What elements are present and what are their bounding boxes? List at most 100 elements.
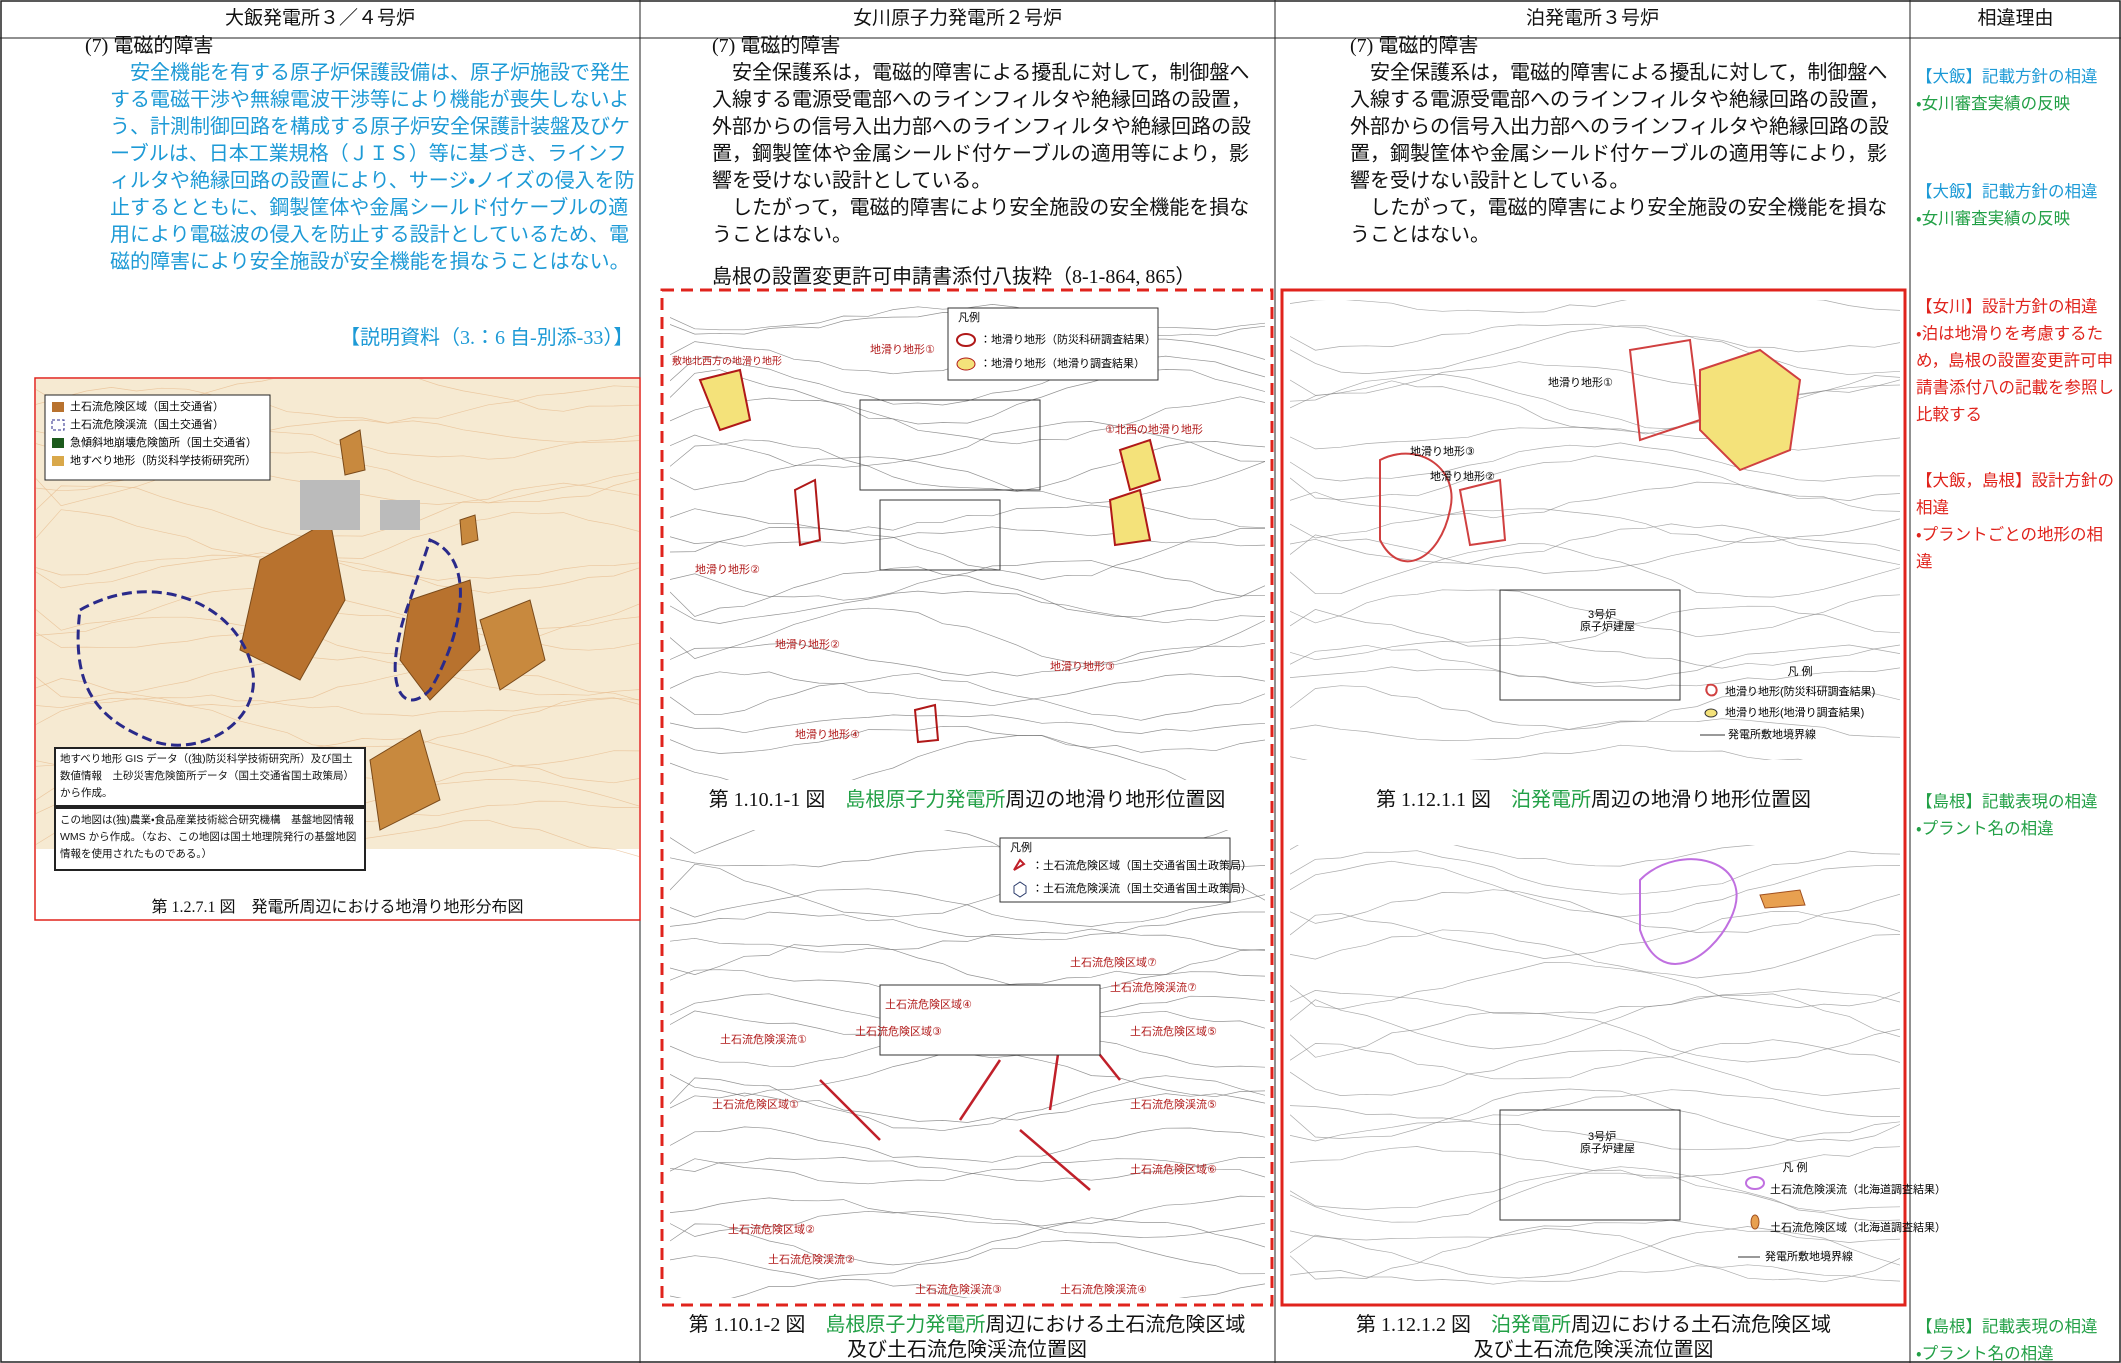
contour xyxy=(670,456,1265,504)
caption-text: 周辺の地滑り地形位置図 xyxy=(1005,789,1226,811)
contour xyxy=(1290,850,1900,895)
building xyxy=(380,500,420,530)
contour xyxy=(36,451,639,507)
legend-swatch xyxy=(956,357,976,371)
reason-note: ・プラント名の相違 xyxy=(1916,819,2054,838)
map-label: 地滑り地形④ xyxy=(795,728,860,741)
landslide-area xyxy=(339,429,366,476)
caption-text: 及び土石流危険渓流位置図 xyxy=(847,1339,1087,1361)
facility xyxy=(879,984,1101,1056)
facility xyxy=(1499,1109,1681,1221)
contour xyxy=(1290,455,1900,501)
contour xyxy=(1290,666,1900,690)
contour xyxy=(1290,325,1900,376)
contour xyxy=(36,668,639,708)
contour xyxy=(1290,323,1900,353)
reason-note: ・プラントごとの地形の相違 xyxy=(1916,525,2103,571)
debris-flow xyxy=(393,538,462,702)
legend-label: 土石流危険渓流（国土交通省） xyxy=(70,417,224,431)
map-note: 地すべり地形 GIS データ（(独)防災科学技術研究所）及び国土数値情報 土砂災… xyxy=(60,753,354,799)
contour xyxy=(1290,543,1900,598)
reference: 【説明資料（3.：6 自-別添-33）】 xyxy=(340,327,634,349)
contour xyxy=(1290,845,1756,867)
contour xyxy=(670,1195,1265,1227)
map-note xyxy=(54,747,366,807)
contour xyxy=(1290,1120,1900,1151)
figure-number: 第 1.12.1.1 図 xyxy=(1376,789,1491,811)
paragraph: 安全保護系は，電磁的障害による擾乱に対して，制御盤へ入線する電源受電部へのライン… xyxy=(1350,62,1889,192)
legend-swatch xyxy=(1013,881,1027,898)
figure-caption: 第 1.12.1.1 図 泊発電所周辺の地滑り地形位置図 xyxy=(1282,788,1905,813)
figure-caption: 第 1.12.1.2 図 泊発電所周辺における土石流危険区域 及び土石流危険渓流位… xyxy=(1282,1313,1905,1363)
reason-tag: 【島根】記載表現の相違 xyxy=(1916,1317,2098,1336)
contour xyxy=(670,1126,1265,1163)
legend-swatch xyxy=(1013,858,1026,871)
plant-name: 島根原子力発電所 xyxy=(845,789,1006,811)
contour xyxy=(670,1240,1265,1280)
legend-label: 土石流危険渓流（北海道調査結果） xyxy=(1770,1182,1946,1196)
contour xyxy=(1290,718,1900,741)
contour xyxy=(670,911,1265,941)
figure-caption: 第 1.2.7.1 図 発電所周辺における地滑り地形分布図 xyxy=(151,899,524,916)
contour xyxy=(1290,300,1900,313)
legend-swatch xyxy=(1745,1176,1765,1190)
reason-tag: 【大飯，島根】設計方針の相違 xyxy=(1916,471,2114,517)
legend-title: 凡例 xyxy=(958,310,980,324)
map-ground xyxy=(670,830,1265,1298)
map-label: ①北西の地滑り地形 xyxy=(1105,423,1203,436)
contour xyxy=(1290,534,1900,574)
contour xyxy=(1290,1146,1900,1179)
source-note: 島根の設置変更許可申請書添付八抜粋（8-1-864, 865） xyxy=(712,266,1196,288)
contour xyxy=(1290,929,1900,979)
landslide xyxy=(1628,338,1702,442)
contour xyxy=(1290,1089,1900,1122)
map-legend xyxy=(947,307,1159,381)
map-label: 土石流危険区域⑥ xyxy=(1130,1163,1217,1176)
section-heading: (7) 電磁的障害 xyxy=(85,35,214,57)
contour xyxy=(1290,605,1900,647)
contour xyxy=(1290,889,1900,933)
contour xyxy=(1290,589,1900,638)
building xyxy=(300,480,360,530)
contour xyxy=(1290,523,1900,566)
map-label: 地滑り地形③ xyxy=(1410,445,1475,458)
contour xyxy=(670,1156,1265,1182)
contour xyxy=(670,566,1265,617)
map-label: 敷地北西方の地滑り地形 xyxy=(672,355,782,368)
legend-title: 凡例 xyxy=(1010,840,1032,854)
contour xyxy=(670,560,1265,601)
contour xyxy=(670,672,1265,721)
legend-swatch xyxy=(1704,708,1718,718)
landslide xyxy=(1379,452,1453,563)
landslide xyxy=(698,368,752,432)
figure-number: 第 1.10.1-1 図 xyxy=(708,789,826,811)
reason-tag: 【島根】記載表現の相違 xyxy=(1916,792,2098,811)
legend-label: ：地滑り地形（地滑り調査結果） xyxy=(980,356,1145,370)
contour xyxy=(670,714,1265,734)
contour xyxy=(1290,636,1900,669)
reason-note: ・泊は地滑りを考慮するため，島根の設置変更許可申請書添付八の記載を参照し比較する xyxy=(1916,324,2114,424)
contour xyxy=(670,504,1265,532)
plant-name: 泊発電所 xyxy=(1491,1314,1571,1336)
landslide xyxy=(913,703,940,744)
contour xyxy=(1290,427,1900,451)
contour xyxy=(670,527,1265,580)
map-label: 3号炉 xyxy=(1588,608,1616,621)
map-label: 土石流危険渓流⑦ xyxy=(1110,981,1197,994)
map xyxy=(1290,845,1900,1295)
map-label: 地滑り地形② xyxy=(1430,470,1495,483)
facility xyxy=(1499,589,1681,701)
column-header: 女川原子力発電所２号炉 xyxy=(852,8,1062,29)
reason: 【島根】記載表現の相違 ・プラント名の相違 xyxy=(1916,788,2116,842)
contour xyxy=(1290,1172,1900,1212)
contour xyxy=(36,482,639,538)
reason-tag: 【女川】設計方針の相違 xyxy=(1916,297,2098,316)
paragraph: 安全保護系は，電磁的障害による擾乱に対して，制御盤へ入線する電源受電部へのライン… xyxy=(712,62,1251,192)
map-label: 土石流危険区域⑤ xyxy=(1130,1025,1217,1038)
contour xyxy=(1290,1226,1900,1279)
contour xyxy=(1290,1219,1900,1243)
reason: 【大飯】記載方針の相違 ・女川審査実績の反映 xyxy=(1916,178,2116,232)
legend-label: ：地滑り地形（防災科研調査結果） xyxy=(980,332,1156,346)
